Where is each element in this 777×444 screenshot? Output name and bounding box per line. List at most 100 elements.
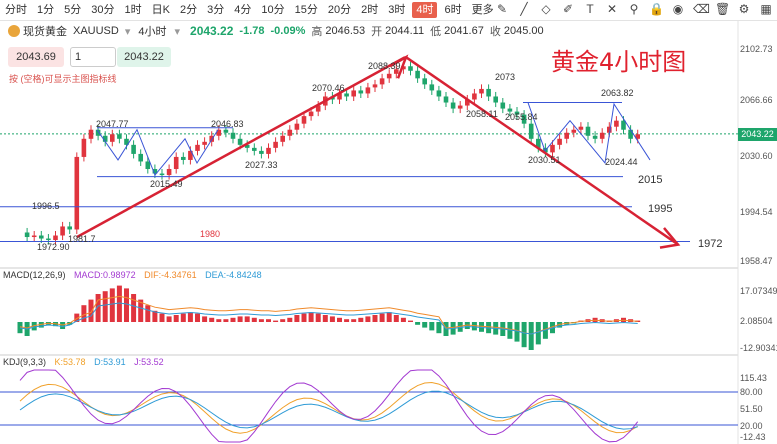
timeframe-6[interactable]: 2分 (179, 4, 198, 16)
candle-body (436, 90, 442, 97)
macd-bar (521, 322, 527, 348)
settings-icon[interactable]: ⚙ (738, 2, 750, 16)
timeframe-9[interactable]: 10分 (261, 4, 285, 16)
timeframe-toolbar: 分时 1分 5分 30分 1时 日K 2分 3分 4分 10分 15分 20分 2时 3时 4时 6时 更多 (0, 0, 777, 21)
delete-icon[interactable]: 🗑 (715, 2, 731, 16)
macd-bar (308, 312, 314, 322)
timeframe-3[interactable]: 30分 (91, 4, 115, 16)
trend-icon[interactable]: ╱ (520, 2, 528, 16)
candle-body (124, 138, 129, 145)
macd-bar (422, 322, 428, 328)
lock-icon[interactable]: 🔒 (649, 2, 664, 16)
eye-icon[interactable]: ◉ (672, 2, 684, 16)
axis-tick: 17.07349 (740, 286, 777, 296)
arrowhead (659, 227, 681, 249)
macd-bar (280, 319, 286, 322)
macd-bar (294, 315, 300, 322)
candle-body (152, 169, 158, 174)
low-value: 2041.67 (444, 25, 484, 37)
price-annotation: 2073 (495, 72, 515, 82)
timeframe-1[interactable]: 1分 (37, 4, 55, 16)
timeframe-12[interactable]: 2时 (361, 4, 379, 16)
candle-body (259, 150, 264, 154)
price-annotation: 1972.90 (37, 242, 70, 252)
timeframe-0[interactable]: 分时 (5, 4, 27, 16)
wave-line (527, 102, 651, 165)
axis-tick: 2030.60 (740, 151, 773, 161)
timeframe-select[interactable]: 4小时 (138, 26, 167, 38)
candle-body (528, 123, 534, 139)
candle-body (308, 111, 314, 117)
pencil-icon[interactable]: ✎ (496, 2, 508, 16)
chevron-down-icon[interactable]: ▾ (124, 25, 131, 38)
candle-body (628, 129, 633, 139)
macd-bar (237, 316, 243, 322)
candle-body (188, 150, 193, 160)
timeframe-4[interactable]: 1时 (124, 4, 142, 16)
candle-body (450, 102, 456, 109)
kdj-title: KDJ(9,3,3) (3, 357, 47, 367)
text-icon[interactable]: T (586, 2, 594, 16)
axis-tick: 1994.54 (740, 207, 773, 217)
magnet-icon[interactable]: ⚲ (629, 2, 639, 16)
timeframe-13[interactable]: 3时 (388, 4, 406, 16)
price-annotation: 2030.51 (528, 155, 561, 165)
j-value: J:53.52 (134, 357, 164, 367)
timeframe-10[interactable]: 15分 (294, 4, 318, 16)
dif-value: DIF:-4.34761 (144, 270, 197, 280)
layout-icon[interactable]: ▦ (760, 2, 772, 16)
macd-bar (223, 319, 229, 322)
macd-bar (230, 317, 236, 322)
macd-bar (116, 285, 122, 322)
timeframe-8[interactable]: 4分 (234, 4, 252, 16)
timeframe-15[interactable]: 6时 (444, 4, 462, 16)
sell-price-button[interactable]: 2043.69 (8, 47, 64, 67)
macd-bar (287, 317, 293, 322)
candle-body (344, 93, 349, 97)
brush-icon[interactable]: ✐ (562, 2, 574, 16)
macd-bar (202, 316, 208, 322)
cross-icon[interactable]: ✕ (606, 2, 618, 16)
candle-body (216, 129, 222, 136)
candle-body (315, 105, 321, 112)
candle-body (457, 105, 463, 109)
macd-bar (138, 299, 144, 322)
candle-body (479, 88, 484, 94)
macd-bar (131, 294, 137, 322)
candle-body (74, 156, 80, 230)
wave-line (96, 128, 219, 177)
macd-bar (244, 316, 250, 322)
macd-bar (301, 313, 307, 322)
candle-body (244, 144, 250, 148)
candle-body (287, 129, 293, 136)
timeframe-11[interactable]: 20分 (327, 4, 352, 16)
candle-body (166, 169, 172, 176)
candle-body (273, 141, 278, 148)
quantity-input[interactable]: 1 (70, 47, 116, 67)
symbol-name[interactable]: 现货黄金 (23, 26, 67, 38)
symbol-code[interactable]: XAUUSD (73, 25, 119, 37)
indicator-hint: 按 (空格)可显示主图指标线 (9, 74, 117, 84)
timeframe-14[interactable]: 4时 (412, 2, 438, 18)
j-line (19, 369, 639, 443)
candle-body (365, 87, 371, 94)
uptrend-arrow (76, 56, 406, 239)
candle-body (280, 135, 285, 142)
shapes-icon[interactable]: ◇ (541, 2, 551, 16)
timeframe-7[interactable]: 3分 (207, 4, 225, 16)
timeframe-16[interactable]: 更多 (471, 4, 494, 16)
macd-bar (102, 291, 108, 322)
candle-body (230, 132, 236, 139)
axis-tick: 51.50 (740, 404, 763, 414)
candle-body (266, 147, 271, 154)
timeframe-5[interactable]: 日K (151, 4, 170, 16)
chevron-down-icon[interactable]: ▾ (174, 25, 181, 38)
price-annotation: 1980 (200, 229, 220, 239)
macd-bar (358, 317, 364, 322)
timeframe-2[interactable]: 5分 (64, 4, 82, 16)
buy-price-button[interactable]: 2043.22 (117, 47, 171, 67)
eraser-icon[interactable]: ⌫ (693, 2, 710, 16)
gold-icon (8, 25, 20, 37)
candle-body (564, 132, 569, 139)
